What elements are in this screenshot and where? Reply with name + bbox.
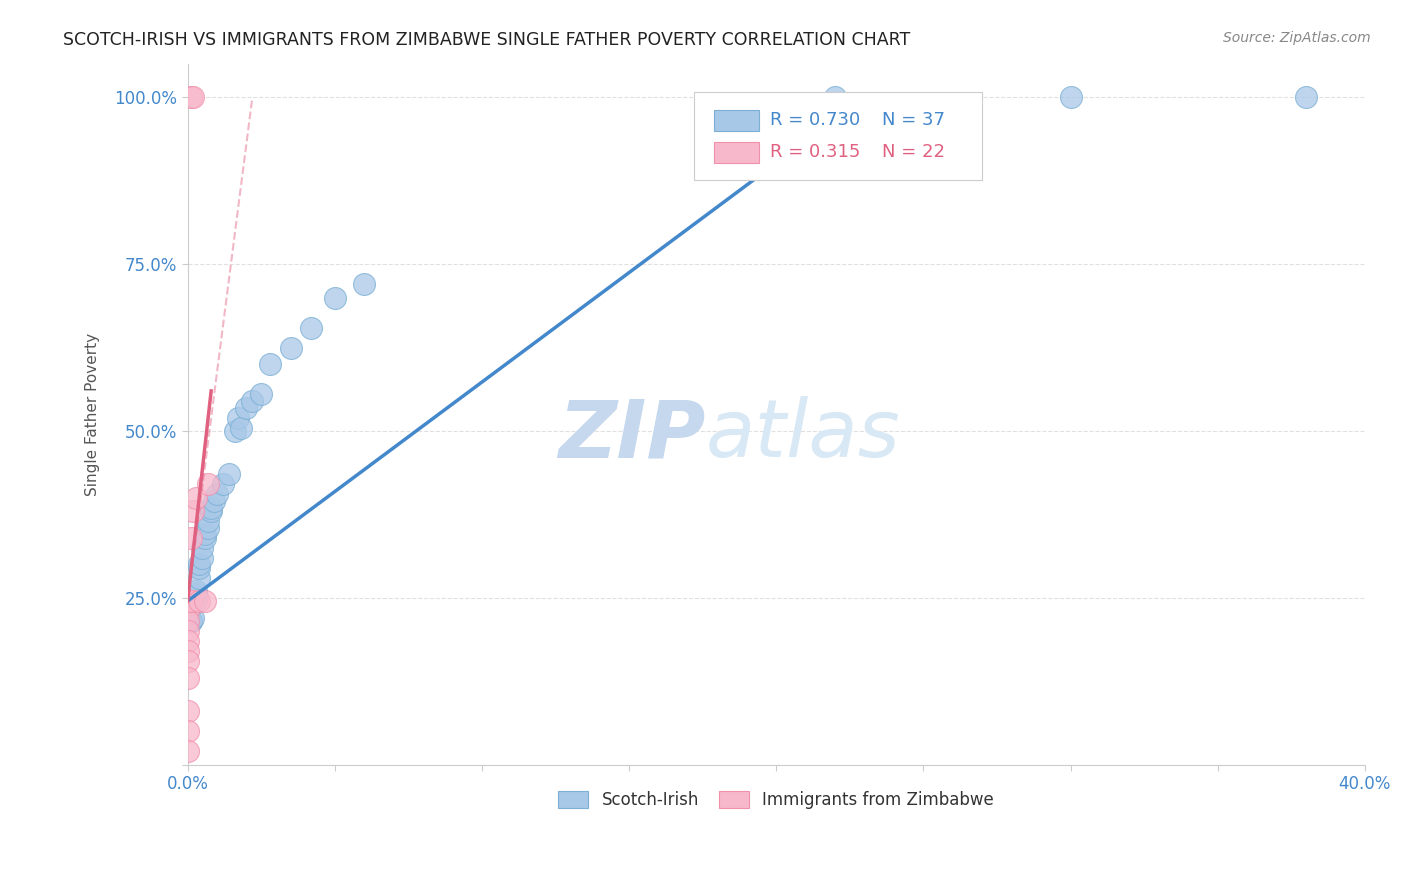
Point	[197, 514, 219, 528]
Text: atlas: atlas	[706, 396, 900, 475]
Point	[191, 541, 214, 555]
Point	[1295, 90, 1317, 104]
FancyBboxPatch shape	[693, 92, 983, 179]
Point	[176, 594, 198, 608]
Point	[226, 410, 249, 425]
Point	[176, 624, 198, 639]
Point	[176, 704, 198, 718]
Point	[176, 724, 198, 739]
Point	[353, 277, 375, 292]
Text: SCOTCH-IRISH VS IMMIGRANTS FROM ZIMBABWE SINGLE FATHER POVERTY CORRELATION CHART: SCOTCH-IRISH VS IMMIGRANTS FROM ZIMBABWE…	[63, 31, 911, 49]
Point	[205, 487, 228, 501]
Point	[250, 387, 273, 401]
Point	[183, 504, 205, 518]
Point	[218, 467, 240, 482]
Point	[323, 291, 346, 305]
Point	[180, 594, 202, 608]
Point	[180, 614, 202, 628]
Point	[200, 504, 222, 518]
Point	[188, 558, 211, 572]
Point	[188, 571, 211, 585]
Point	[180, 614, 202, 628]
Point	[259, 357, 281, 371]
Point	[240, 393, 263, 408]
Point	[186, 594, 208, 608]
Point	[176, 614, 198, 628]
Point	[824, 90, 846, 104]
Text: R = 0.730: R = 0.730	[770, 112, 860, 129]
Point	[176, 744, 198, 758]
Point	[180, 531, 202, 545]
Point	[280, 341, 302, 355]
Text: N = 37: N = 37	[882, 112, 945, 129]
Point	[200, 500, 222, 515]
Point	[212, 477, 235, 491]
Text: ZIP: ZIP	[558, 396, 706, 475]
Point	[176, 634, 198, 648]
Point	[176, 644, 198, 658]
Point	[183, 90, 205, 104]
Text: R = 0.315: R = 0.315	[770, 144, 860, 161]
FancyBboxPatch shape	[714, 142, 759, 163]
Point	[176, 604, 198, 618]
Point	[186, 587, 208, 601]
Point	[180, 594, 202, 608]
Point	[194, 531, 217, 545]
Point	[186, 491, 208, 505]
Point	[235, 401, 257, 415]
Text: N = 22: N = 22	[882, 144, 945, 161]
Point	[202, 494, 225, 508]
Point	[194, 527, 217, 541]
Y-axis label: Single Father Poverty: Single Father Poverty	[86, 333, 100, 496]
Point	[183, 611, 205, 625]
FancyBboxPatch shape	[714, 110, 759, 130]
Point	[176, 654, 198, 668]
Point	[1059, 90, 1081, 104]
Legend: Scotch-Irish, Immigrants from Zimbabwe: Scotch-Irish, Immigrants from Zimbabwe	[551, 784, 1001, 815]
Text: Source: ZipAtlas.com: Source: ZipAtlas.com	[1223, 31, 1371, 45]
Point	[176, 671, 198, 685]
Point	[299, 320, 322, 334]
Point	[188, 594, 211, 608]
Point	[180, 614, 202, 628]
Point	[194, 594, 217, 608]
Point	[224, 424, 246, 438]
Point	[180, 90, 202, 104]
Point	[176, 598, 198, 612]
Point	[183, 598, 205, 612]
Point	[229, 420, 252, 434]
Point	[191, 550, 214, 565]
Point	[197, 521, 219, 535]
Point	[197, 477, 219, 491]
Point	[188, 560, 211, 574]
Point	[186, 584, 208, 599]
